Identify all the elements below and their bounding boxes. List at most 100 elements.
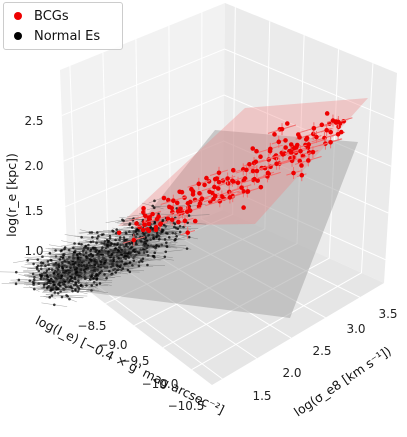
y-tick-label: 1.5 [252,389,271,403]
data-point-normal-es [94,250,98,253]
data-point-bcgs [145,227,150,232]
data-point-bcgs [226,189,232,195]
data-point-normal-es [123,254,127,258]
data-point-bcgs [206,179,212,184]
data-point-bcgs [250,146,256,151]
data-point-normal-es [93,263,97,267]
data-point-normal-es [79,283,83,287]
data-point-normal-es [153,221,157,225]
data-point-normal-es [65,294,68,297]
data-point-normal-es [75,266,79,270]
data-point-normal-es [64,269,67,273]
data-point-bcgs [297,135,302,140]
data-point-bcgs [280,152,286,157]
data-point-normal-es [41,261,45,265]
data-point-normal-es [118,236,122,239]
data-point-normal-es [98,282,102,285]
data-point-normal-es [157,244,161,248]
data-point-bcgs [288,150,294,155]
data-point-bcgs [150,211,155,217]
data-point-normal-es [47,267,51,271]
data-point-normal-es [73,283,76,287]
data-point-normal-es [132,259,136,262]
data-point-normal-es [80,264,83,268]
data-point-bcgs [298,148,303,154]
data-point-normal-es [87,261,91,264]
data-point-bcgs [324,111,330,116]
axis-ticks: −8.5 −9.0 −9.5 −10.0 −10.5 1.5 2.0 2.5 3.0 3.5 1.0… [24,114,397,413]
data-point-normal-es [98,271,102,274]
data-point-bcgs [235,180,241,186]
data-point-bcgs [279,126,285,132]
data-point-normal-es [52,280,55,284]
data-point-bcgs [176,219,181,225]
data-point-normal-es [152,254,156,258]
data-point-normal-es [42,283,46,287]
data-point-bcgs [283,138,288,143]
data-point-bcgs [291,170,296,176]
data-point-normal-es [76,290,80,293]
data-point-bcgs [141,206,146,211]
data-point-bcgs [252,176,257,182]
data-point-normal-es [46,275,50,279]
data-point-bcgs [178,206,183,212]
data-point-normal-es [77,242,81,246]
data-point-bcgs [230,167,236,173]
data-point-normal-es [48,251,52,255]
fit-planes [85,98,368,318]
data-point-bcgs [171,198,176,203]
data-point-normal-es [128,270,132,274]
data-point-bcgs [212,176,218,182]
data-point-normal-es [108,269,111,273]
data-point-normal-es [114,247,117,251]
data-point-bcgs [165,216,171,222]
data-point-normal-es [151,227,155,230]
data-point-normal-es [84,251,88,254]
data-point-normal-es [186,221,189,225]
data-point-bcgs [182,218,188,224]
data-point-normal-es [187,235,191,239]
data-point-bcgs [305,158,311,163]
data-point-normal-es [165,241,168,245]
plane-bcgs [118,98,368,226]
data-point-normal-es [157,237,161,241]
data-point-normal-es [118,265,121,268]
x-tick-label: −9.0 [98,338,127,352]
z-axis-label: log(r_e [kpc]) [4,153,19,237]
x-tick-label: −10.0 [142,377,179,391]
data-point-normal-es [146,263,149,267]
data-point-normal-es [110,252,114,256]
data-point-bcgs [319,122,325,128]
data-point-bcgs [254,168,260,174]
data-point-bcgs [156,214,161,219]
data-point-bcgs [179,189,185,195]
data-point-normal-es [103,273,106,276]
data-point-normal-es [161,228,165,232]
data-point-bcgs [161,195,167,201]
data-point-normal-es [128,222,132,225]
x-tick-label: −9.5 [120,354,149,368]
grid-line-z [61,48,395,121]
scatter-points [0,111,353,307]
data-point-bcgs [131,237,137,243]
data-point-normal-es [32,278,36,281]
data-point-normal-es [90,258,93,262]
data-point-bcgs [258,154,263,159]
data-point-bcgs [245,189,251,194]
data-point-bcgs [197,191,202,196]
data-point-normal-es [112,258,115,261]
data-point-normal-es [95,273,98,276]
data-point-normal-es [152,206,156,210]
legend-marker-normal-es [14,32,22,40]
x-tick-label: −10.5 [168,399,205,413]
legend-item-bcgs: BCGs [14,7,69,25]
data-point-bcgs [158,221,164,226]
data-point-bcgs [241,189,246,194]
data-point-normal-es [68,297,71,301]
data-point-bcgs [185,200,191,206]
data-point-normal-es [96,231,99,234]
data-point-normal-es [120,260,124,263]
data-point-normal-es [106,239,110,243]
data-point-bcgs [244,167,249,173]
